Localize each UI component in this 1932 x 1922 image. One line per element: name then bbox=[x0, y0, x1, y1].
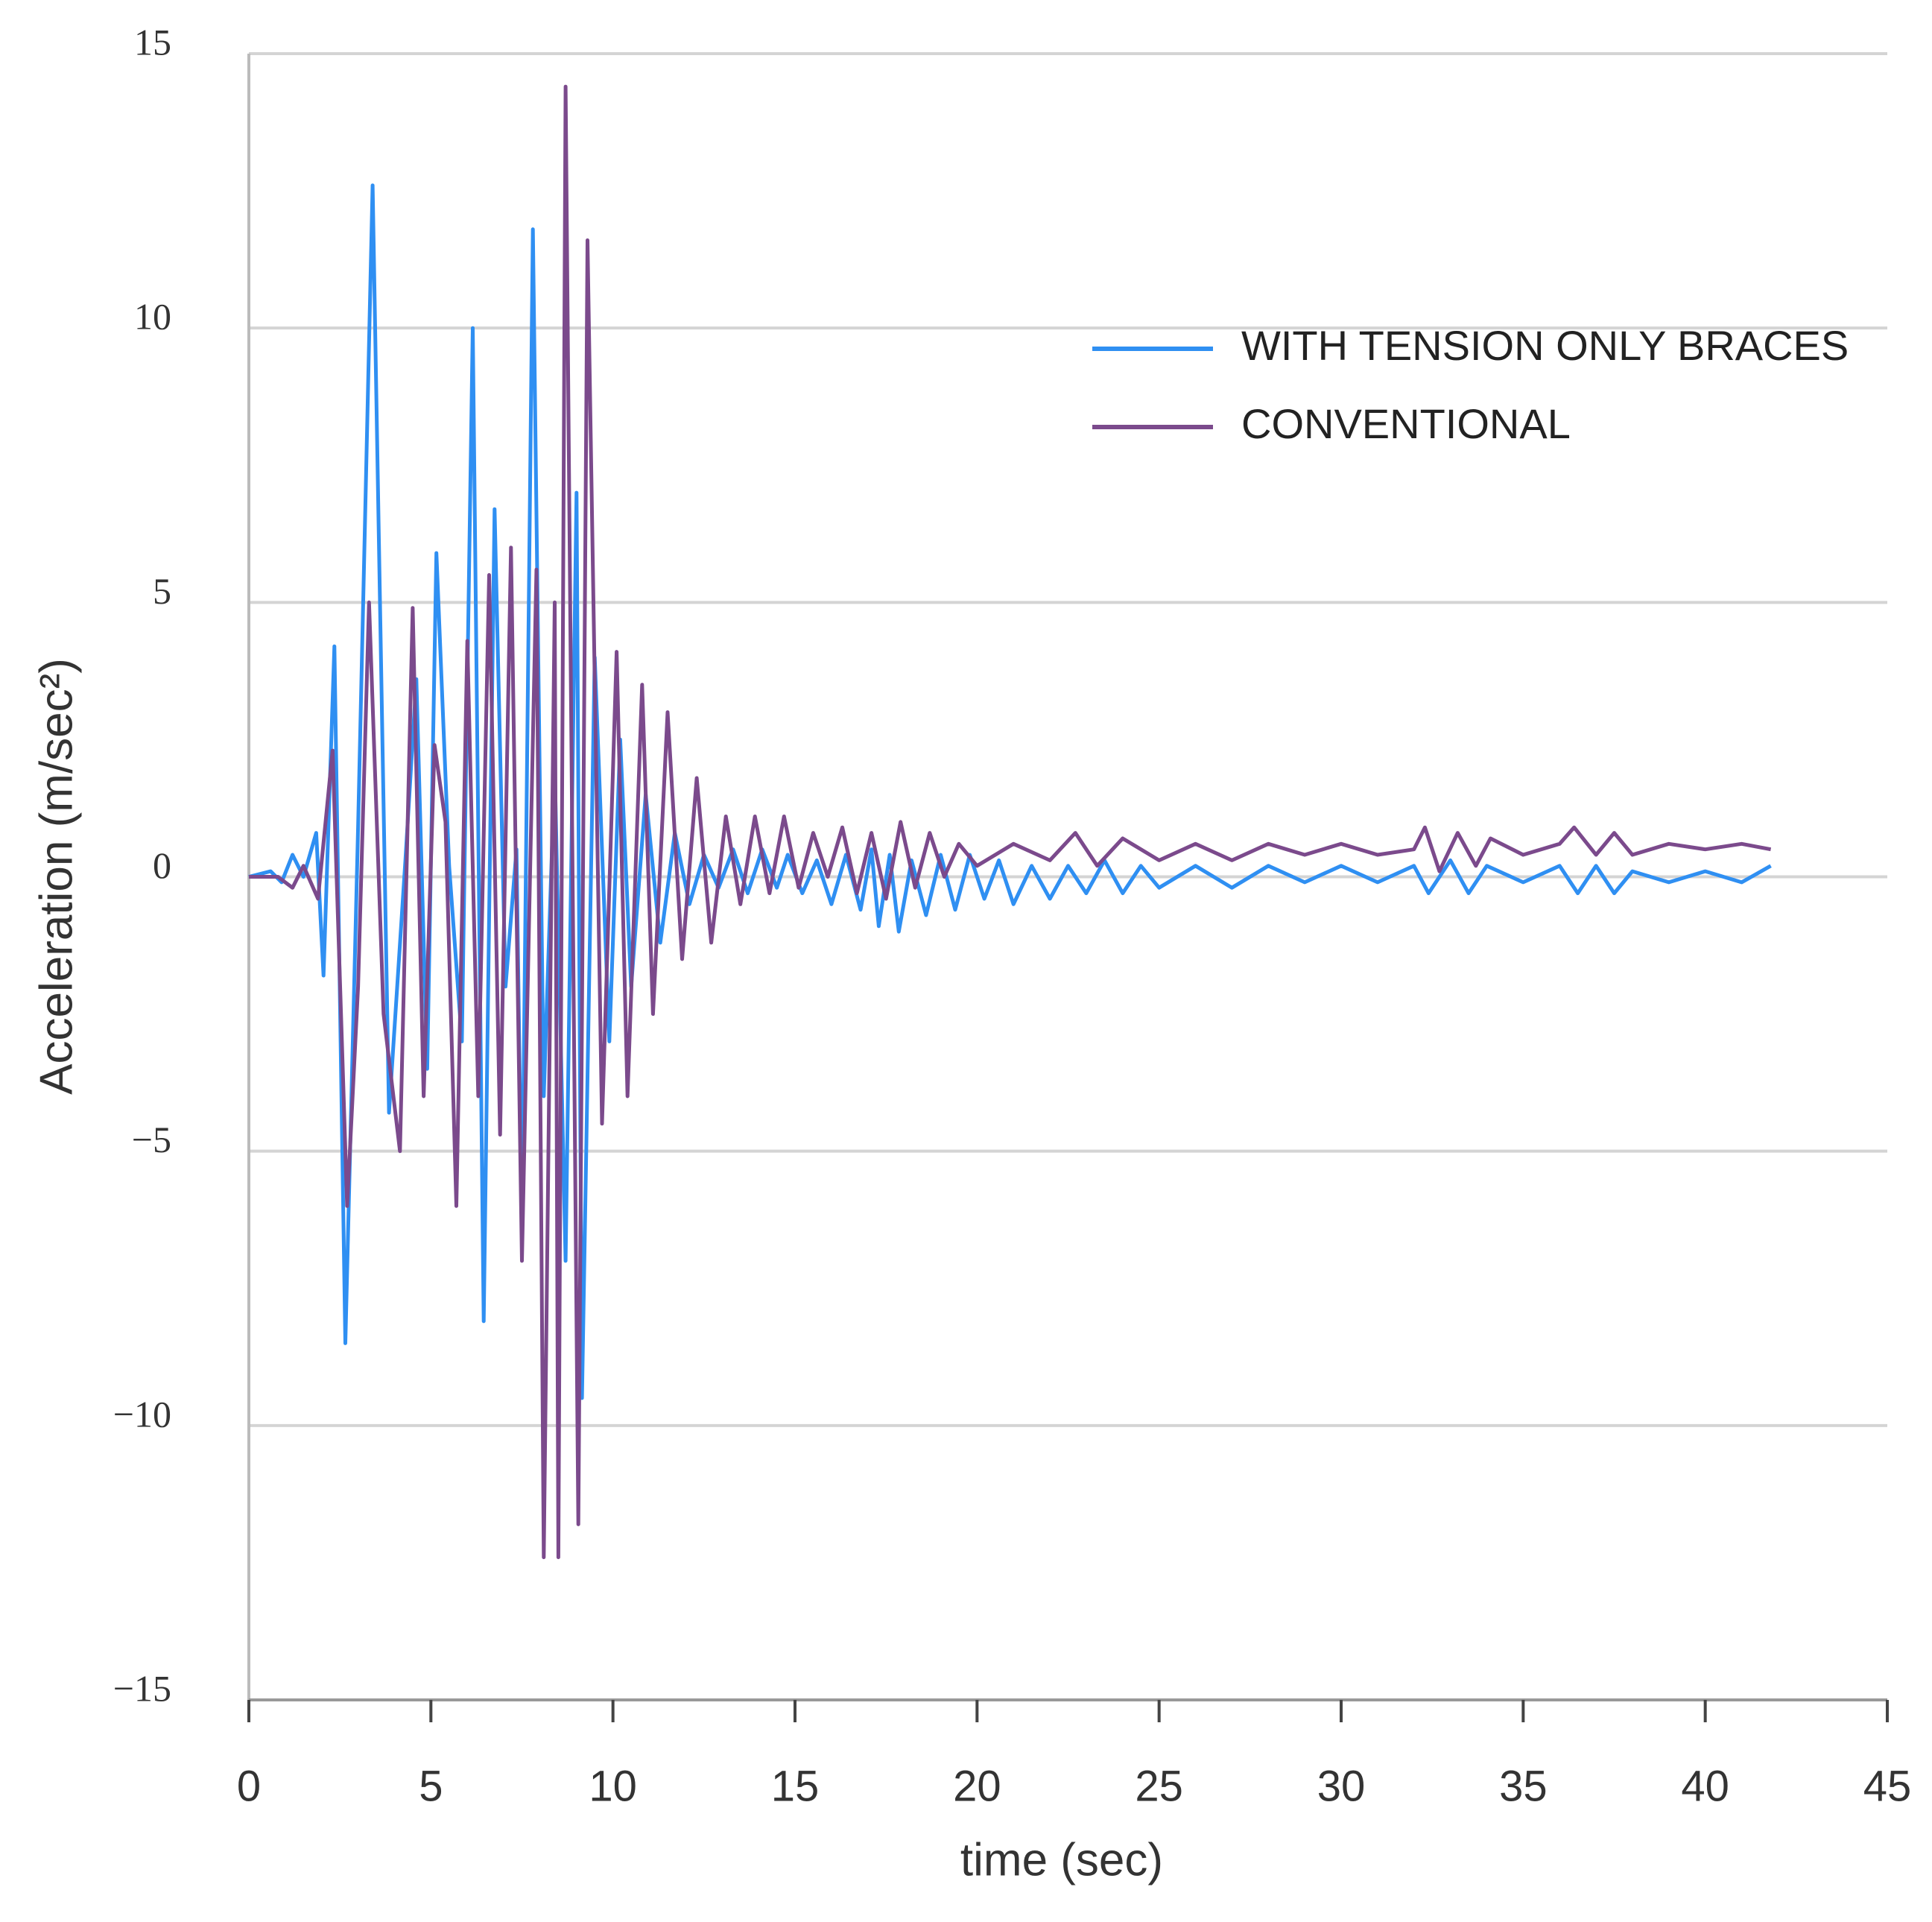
x-tick-label: 40 bbox=[1681, 1762, 1729, 1810]
y-tick-label: −5 bbox=[132, 1119, 171, 1160]
series-line bbox=[248, 183, 1772, 1400]
x-tick-label: 15 bbox=[771, 1762, 820, 1810]
x-axis-label: time (sec) bbox=[960, 1834, 1163, 1885]
x-tick-label: 0 bbox=[237, 1762, 261, 1810]
legend-label: WITH TENSION ONLY BRACES bbox=[1241, 322, 1849, 369]
legend-label: CONVENTIONAL bbox=[1241, 400, 1571, 447]
y-tick-label: −15 bbox=[113, 1667, 171, 1709]
x-tick-label: 35 bbox=[1499, 1762, 1548, 1810]
x-tick-label: 30 bbox=[1317, 1762, 1366, 1810]
y-axis-label: Acceleration (m/sec²) bbox=[31, 658, 82, 1095]
y-tick-label: 0 bbox=[153, 844, 171, 886]
y-tick-label: 15 bbox=[134, 21, 171, 63]
x-tick-label: 25 bbox=[1135, 1762, 1183, 1810]
y-tick-label: 10 bbox=[134, 296, 171, 338]
y-tick-label: 5 bbox=[153, 570, 171, 612]
x-tick-label: 10 bbox=[589, 1762, 637, 1810]
x-tick-label: 45 bbox=[1863, 1762, 1912, 1810]
x-tick-label: 5 bbox=[419, 1762, 443, 1810]
series-line bbox=[249, 84, 1772, 1560]
x-tick-label: 20 bbox=[953, 1762, 1001, 1810]
y-tick-label: −10 bbox=[113, 1393, 171, 1435]
